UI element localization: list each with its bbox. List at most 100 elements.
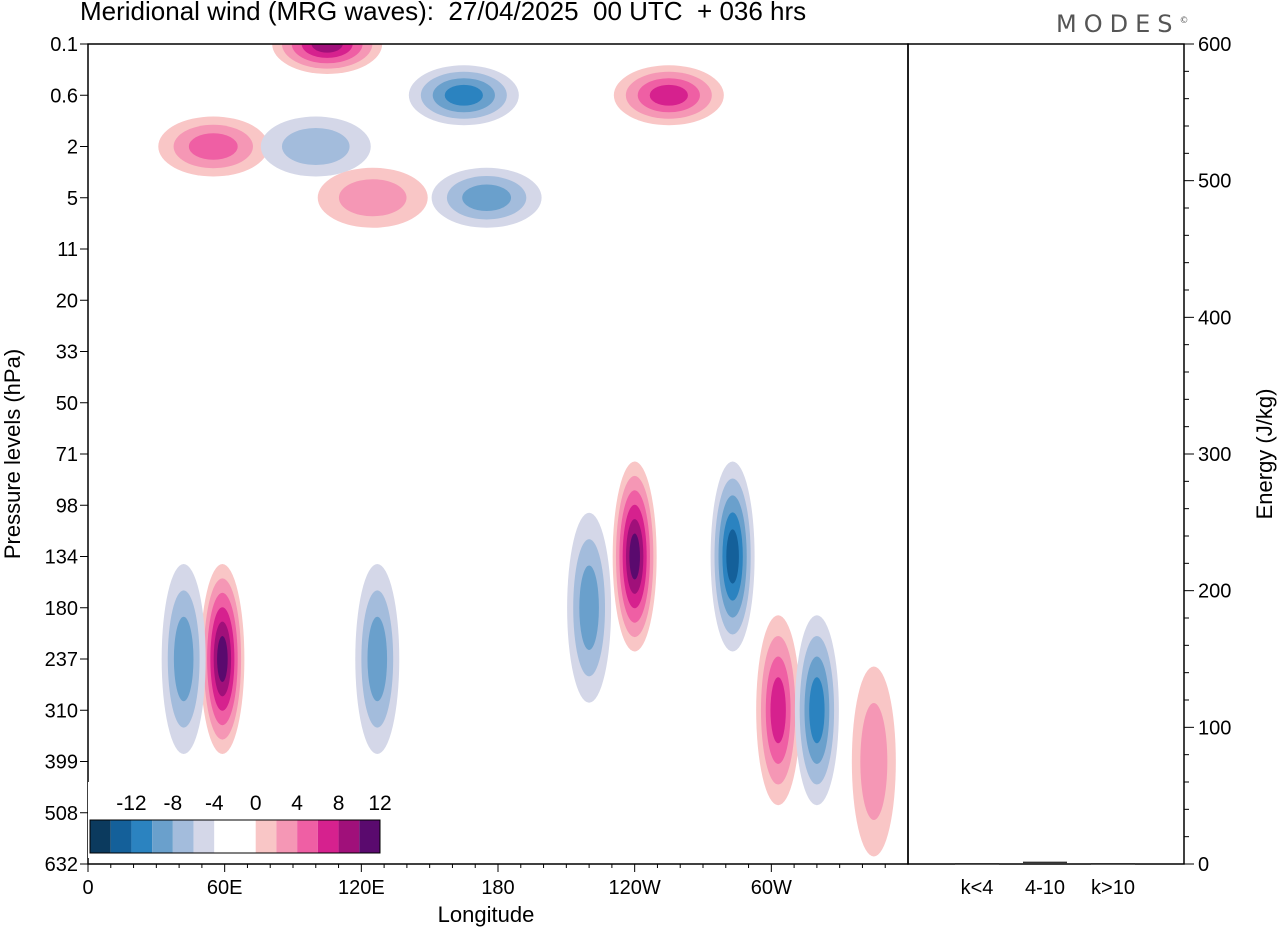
colorbar-swatch [110, 820, 132, 853]
contour-feature [317, 167, 428, 228]
colorbar-swatch [172, 820, 194, 853]
colorbar-swatch [193, 820, 215, 853]
y-tick-label: 237 [45, 649, 78, 671]
contour-feature [158, 116, 269, 177]
contour-feature [161, 564, 206, 754]
x-tick-label: 0 [82, 877, 93, 899]
y-tick-label: 508 [45, 803, 78, 825]
energy-tick-label: 200 [1198, 581, 1231, 603]
energy-category-label: 4-10 [1025, 877, 1065, 899]
y-tick-label: 310 [45, 700, 78, 722]
colorbar-label: 12 [368, 792, 391, 815]
energy-tick-label: 100 [1198, 717, 1231, 739]
contour-feature [272, 44, 383, 74]
contour-feature [756, 615, 801, 806]
colorbar-swatch [276, 820, 298, 853]
energy-tick-label: 600 [1198, 34, 1231, 56]
contour-level [770, 677, 786, 744]
y-tick-label: 0.1 [50, 34, 78, 56]
contour-level [311, 44, 343, 53]
contour-level [173, 616, 194, 702]
contour-feature [431, 167, 542, 228]
energy-panel-frame [907, 43, 1185, 865]
y-tick-label: 0.6 [50, 85, 78, 107]
contour-level [188, 133, 238, 160]
y-tick-label: 33 [56, 342, 78, 364]
colorbar-swatch [359, 820, 380, 853]
colorbar-label: -8 [164, 792, 183, 815]
energy-tick-label: 0 [1198, 854, 1209, 876]
contour-level [809, 677, 825, 744]
y-tick-label: 632 [45, 854, 78, 876]
x-tick-label: 60E [207, 877, 243, 899]
energy-bars: k<4 4-10 k>10 [955, 861, 1135, 899]
colorbar-swatch [152, 820, 173, 853]
contour-level [860, 703, 888, 820]
contour-feature [710, 461, 755, 652]
energy-bar [1091, 863, 1135, 865]
colorbar-label: -4 [205, 792, 224, 815]
colorbar: -12 -8 -4 0 4 8 12 [88, 782, 392, 858]
y-tick-label: 399 [45, 752, 78, 774]
contour-level [444, 84, 483, 106]
x-axis-label: Longitude [438, 902, 535, 927]
contour-feature [408, 65, 519, 126]
x-tick-label: 120E [338, 877, 385, 899]
contour-feature [200, 564, 245, 754]
y-tick-label: 134 [45, 547, 78, 569]
contour-level [281, 128, 350, 165]
energy-tick-label: 300 [1198, 444, 1231, 466]
contour-level [649, 84, 688, 106]
contour-level [462, 184, 512, 212]
colorbar-swatch [131, 820, 153, 853]
contour-feature [567, 512, 612, 703]
colorbar-swatch [317, 820, 339, 853]
y-axis-label: Pressure levels (hPa) [0, 349, 25, 559]
contour-feature [851, 666, 896, 857]
y-tick-label: 71 [56, 444, 78, 466]
y-tick-label: 180 [45, 598, 78, 620]
energy-tick-label: 500 [1198, 171, 1231, 193]
energy-tick-label: 400 [1198, 307, 1231, 329]
colorbar-swatch [338, 820, 360, 853]
y-tick-label: 5 [67, 188, 78, 210]
colorbar-swatch [255, 820, 277, 853]
energy-category-label: k>10 [1091, 877, 1135, 899]
contour-level [367, 616, 388, 702]
contour-feature [794, 615, 839, 806]
y-tick-label: 20 [56, 290, 78, 312]
contour-field [158, 44, 896, 857]
colorbar-swatch [90, 820, 111, 853]
y-tick-label: 50 [56, 393, 78, 415]
contour-level [726, 529, 739, 584]
contour-level [629, 533, 640, 580]
contour-level [338, 179, 407, 217]
y-tick-label: 2 [67, 137, 78, 159]
contour-feature [260, 116, 371, 177]
contour-level [579, 565, 599, 650]
energy-bar [955, 863, 999, 865]
colorbar-frame [89, 819, 381, 854]
contour-level [217, 636, 228, 682]
x-tick-label: 120W [609, 877, 661, 899]
colorbar-swatch [214, 820, 235, 853]
colorbar-label: 8 [333, 792, 345, 815]
contour-feature [612, 461, 657, 652]
colorbar-label: 0 [250, 792, 262, 815]
colorbar-swatch [235, 820, 256, 853]
y-tick-label: 98 [56, 495, 78, 517]
contour-feature [355, 564, 400, 754]
colorbar-swatch [297, 820, 318, 853]
colorbar-label: -12 [116, 792, 146, 815]
y-tick-label: 11 [57, 239, 78, 261]
energy-axis-label: Energy (J/kg) [1252, 389, 1277, 520]
energy-bar [1023, 861, 1067, 864]
energy-category-label: k<4 [961, 877, 994, 899]
contour-feature [613, 65, 724, 126]
chart-title: Meridional wind (MRG waves): 27/04/2025 … [80, 0, 807, 26]
x-tick-label: 180 [481, 877, 514, 899]
x-tick-label: 60W [751, 877, 792, 899]
modes-logo: MODES© [1056, 10, 1189, 38]
colorbar-label: 4 [291, 792, 303, 815]
